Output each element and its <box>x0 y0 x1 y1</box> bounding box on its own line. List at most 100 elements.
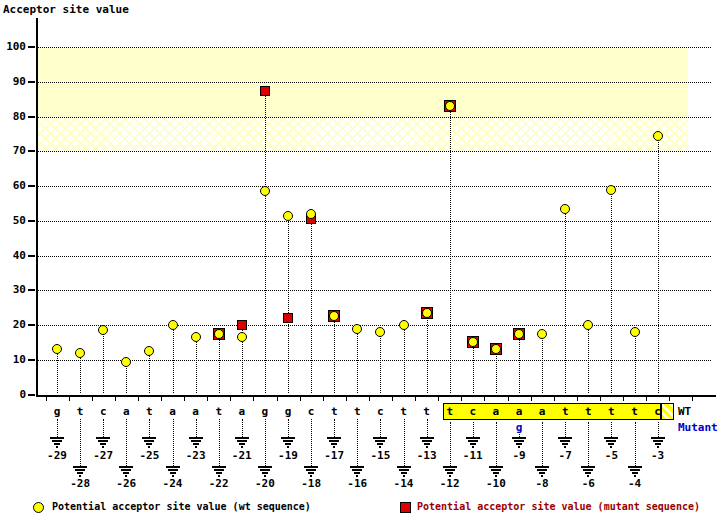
ground-icon <box>333 446 335 448</box>
base-stem <box>404 419 405 466</box>
base-letter: c <box>372 405 388 418</box>
position-label: -29 <box>41 450 73 462</box>
base-stem <box>380 419 381 437</box>
ground-icon <box>379 446 381 448</box>
ground-icon <box>50 437 64 439</box>
ground-icon <box>281 437 295 439</box>
ground-icon <box>424 443 430 445</box>
ground-icon <box>285 443 291 445</box>
ground-icon <box>54 443 60 445</box>
ground-icon <box>98 440 108 442</box>
ground-icon <box>466 437 480 439</box>
ground-icon <box>420 437 434 439</box>
ground-icon <box>562 443 568 445</box>
position-label: -8 <box>526 478 558 490</box>
ground-icon <box>651 437 665 439</box>
ground-icon <box>489 466 503 468</box>
base-stem <box>658 422 659 437</box>
base-letter: c <box>650 405 666 418</box>
position-label: -17 <box>318 450 350 462</box>
ground-icon <box>537 469 547 471</box>
base-stem <box>173 419 174 466</box>
ground-icon <box>241 446 243 448</box>
position-label: -10 <box>480 478 512 490</box>
ground-icon <box>653 440 663 442</box>
position-label: -23 <box>180 450 212 462</box>
ground-icon <box>52 440 62 442</box>
position-label: -6 <box>572 478 604 490</box>
base-letter: t <box>326 405 342 418</box>
base-stem <box>588 422 589 466</box>
ground-icon <box>212 466 226 468</box>
mutant-square-icon <box>400 502 411 513</box>
base-stem <box>103 419 104 437</box>
ground-icon <box>493 472 499 474</box>
ground-icon <box>306 469 316 471</box>
ground-icon <box>214 469 224 471</box>
position-label: -9 <box>503 450 535 462</box>
ground-icon <box>308 472 314 474</box>
position-label: -25 <box>133 450 165 462</box>
sequence-track: g-29t-28c-27a-26t-25a-24a-23t-22a-21g-20… <box>0 0 720 520</box>
position-label: -18 <box>295 478 327 490</box>
ground-icon <box>468 440 478 442</box>
position-label: -13 <box>411 450 443 462</box>
position-label: -3 <box>642 450 674 462</box>
base-stem <box>80 419 81 466</box>
base-letter: c <box>95 405 111 418</box>
base-letter: a <box>534 405 550 418</box>
position-label: -15 <box>364 450 396 462</box>
ground-icon <box>447 472 453 474</box>
ground-icon <box>422 440 432 442</box>
ground-icon <box>514 440 524 442</box>
ground-icon <box>56 446 58 448</box>
ground-icon <box>604 437 618 439</box>
base-letter: t <box>72 405 88 418</box>
ground-icon <box>628 466 642 468</box>
ground-icon <box>168 469 178 471</box>
ground-icon <box>375 440 385 442</box>
ground-icon <box>121 469 131 471</box>
base-letter: t <box>211 405 227 418</box>
ground-icon <box>426 446 428 448</box>
ground-icon <box>195 446 197 448</box>
ground-icon <box>239 443 245 445</box>
base-stem <box>473 422 474 437</box>
ground-icon <box>608 443 614 445</box>
base-letter: a <box>488 405 504 418</box>
ground-icon <box>191 440 201 442</box>
ground-icon <box>443 466 457 468</box>
base-letter: c <box>465 405 481 418</box>
base-letter: t <box>627 405 643 418</box>
position-label: -21 <box>226 450 258 462</box>
base-stem <box>311 419 312 466</box>
base-stem <box>265 419 266 466</box>
ground-icon <box>585 472 591 474</box>
ground-icon <box>102 446 104 448</box>
position-label: -24 <box>157 478 189 490</box>
ground-icon <box>304 466 318 468</box>
mutant-base-letter: g <box>511 421 527 434</box>
position-label: -26 <box>110 478 142 490</box>
ground-icon <box>535 466 549 468</box>
ground-icon <box>630 469 640 471</box>
ground-icon <box>142 437 156 439</box>
base-stem <box>357 419 358 466</box>
base-letter: g <box>49 405 65 418</box>
base-letter: t <box>442 405 458 418</box>
position-label: -12 <box>434 478 466 490</box>
base-stem <box>219 419 220 466</box>
ground-icon <box>75 469 85 471</box>
ground-icon <box>119 466 133 468</box>
ground-icon <box>331 443 337 445</box>
ground-icon <box>262 472 268 474</box>
ground-icon <box>350 466 364 468</box>
ground-icon <box>189 437 203 439</box>
ground-icon <box>657 446 659 448</box>
position-label: -22 <box>203 478 235 490</box>
ground-icon <box>123 472 129 474</box>
ground-icon <box>377 443 383 445</box>
ground-icon <box>237 440 247 442</box>
ground-icon <box>470 443 476 445</box>
ground-icon <box>655 443 661 445</box>
